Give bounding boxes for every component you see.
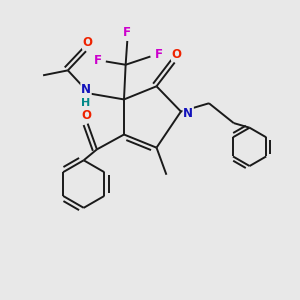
Text: F: F [123, 26, 131, 39]
Text: O: O [83, 36, 93, 49]
Text: F: F [155, 48, 163, 61]
Text: O: O [81, 109, 91, 122]
Text: O: O [172, 48, 182, 61]
Text: H: H [81, 98, 91, 108]
Text: N: N [183, 107, 193, 120]
Text: N: N [81, 83, 91, 96]
Text: F: F [94, 54, 102, 67]
